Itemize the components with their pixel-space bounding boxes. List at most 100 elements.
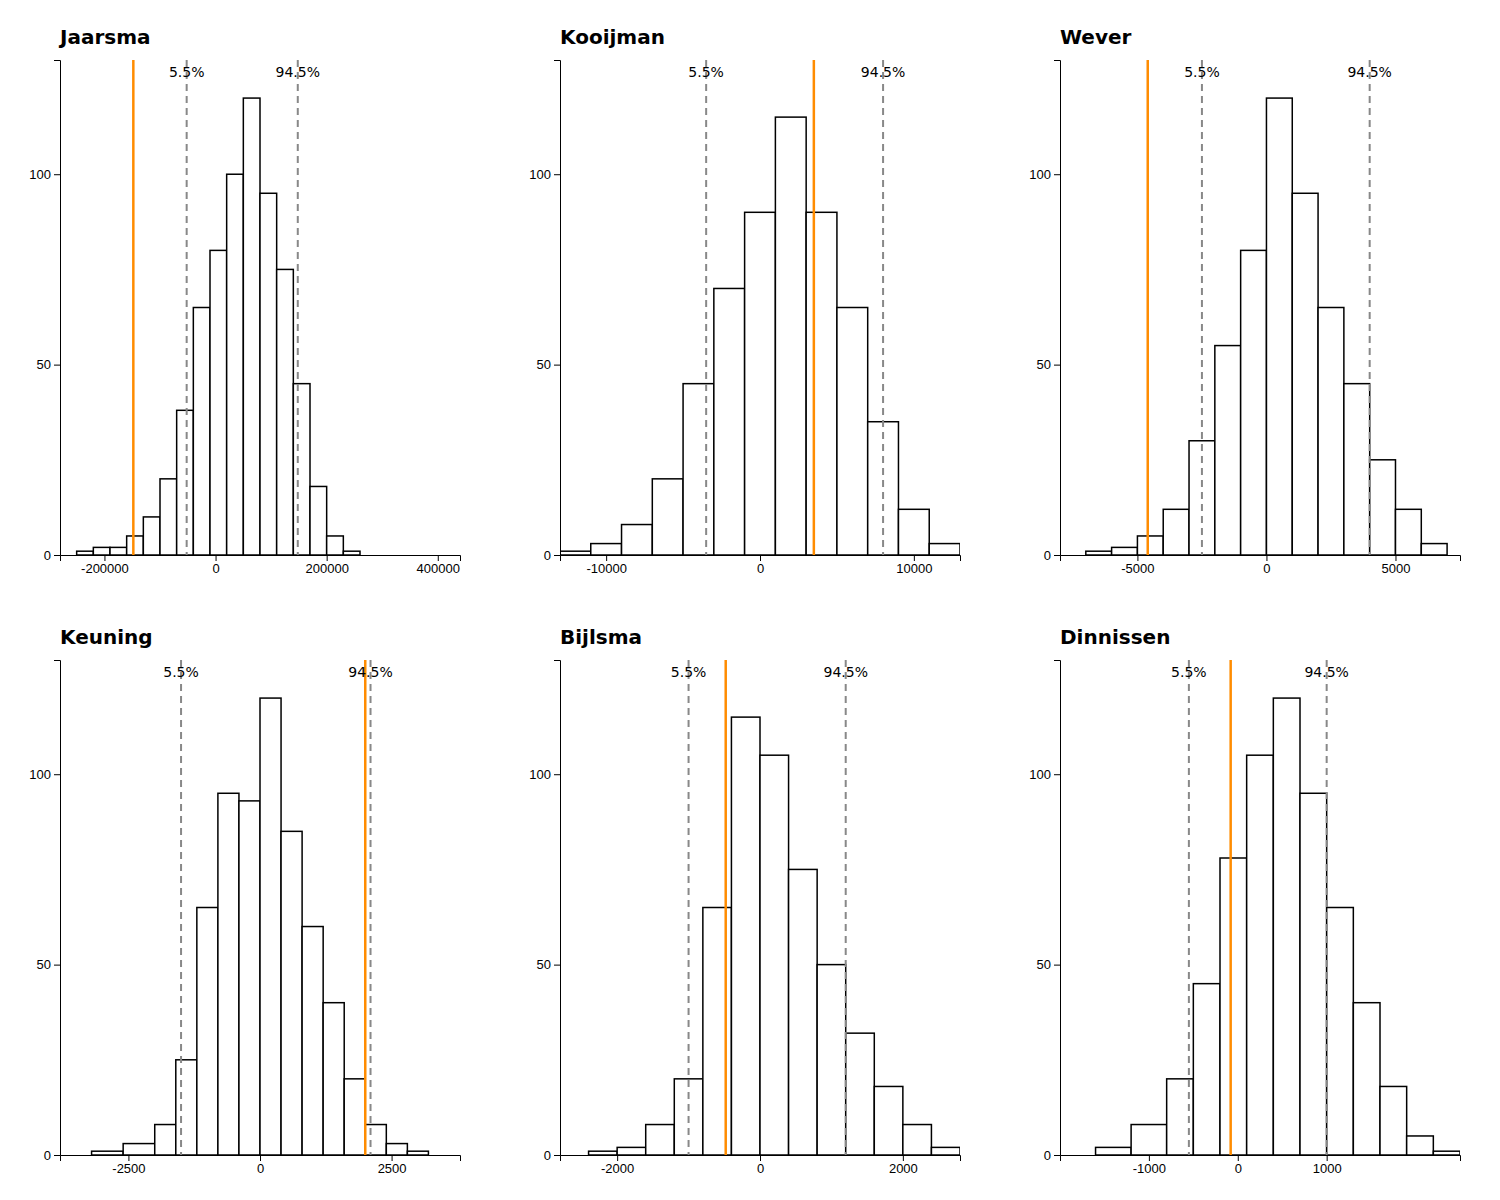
estimate-line [364, 660, 367, 1155]
histogram-bar [560, 1154, 589, 1155]
y-tick-mark [1054, 1155, 1060, 1156]
x-tick: -2500 [112, 1155, 145, 1176]
histogram-bar [1395, 509, 1421, 555]
y-tick-label: 0 [544, 548, 551, 563]
histogram-bar [310, 486, 327, 555]
histogram-bar [218, 793, 239, 1155]
y-tick-label: 50 [537, 357, 551, 372]
histogram-bar [197, 908, 218, 1156]
histogram-bar [646, 1125, 675, 1155]
y-tick: 0 [544, 548, 560, 563]
histogram-bar [806, 212, 837, 555]
x-tick: 2500 [378, 1155, 407, 1176]
histogram-bar [1112, 547, 1138, 555]
x-tick-mark [617, 1155, 618, 1161]
histogram-bar [302, 927, 323, 1155]
x-tick: 5000 [1382, 555, 1411, 576]
interval-line [1326, 660, 1328, 1155]
y-tick: 50 [537, 357, 560, 372]
interval-line [297, 60, 299, 555]
histogram-bar [589, 1151, 618, 1155]
histogram-bar [127, 536, 144, 555]
interval-line [705, 60, 707, 555]
histogram-bar [227, 174, 244, 555]
x-tick: 0 [1235, 1155, 1242, 1176]
estimate-line [724, 660, 727, 1155]
x-tick-label: -1000 [1133, 1161, 1166, 1176]
histogram-bar [123, 1144, 155, 1155]
y-tick-mark [1054, 965, 1060, 966]
y-axis-line [1054, 661, 1061, 1156]
y-tick: 0 [44, 1148, 60, 1163]
interval-line [370, 660, 372, 1155]
interval-line [186, 60, 188, 555]
x-axis-line [1061, 556, 1461, 562]
histogram-bar [243, 98, 260, 555]
histogram-bar [775, 117, 806, 555]
x-tick-mark [760, 1155, 761, 1161]
x-tick: 10000 [896, 555, 932, 576]
y-tick-mark [554, 1155, 560, 1156]
x-tick-mark [260, 1155, 261, 1161]
histogram-bar [591, 544, 622, 555]
histogram-bar [1220, 858, 1247, 1155]
histogram-bar [160, 479, 177, 555]
x-tick: -2000 [601, 1155, 634, 1176]
x-tick-mark [1149, 1155, 1150, 1161]
interval-label: 5.5% [1171, 664, 1207, 680]
histogram-bar [617, 1147, 646, 1155]
y-tick-label: 100 [29, 767, 51, 782]
histogram-bar [428, 1154, 449, 1155]
x-tick-label: 200000 [305, 561, 348, 576]
panel: -5000050000501005.5%94.5%Wever [1029, 25, 1460, 576]
histogram-bar [110, 547, 127, 555]
histogram-bar [77, 551, 94, 555]
x-tick-mark [216, 555, 217, 561]
x-tick-mark [903, 1155, 904, 1161]
y-tick-mark [1054, 774, 1060, 775]
y-tick-label: 100 [1029, 767, 1051, 782]
histogram-bar [60, 1154, 92, 1155]
histogram-bar [1318, 308, 1344, 556]
interval-label: 5.5% [1184, 64, 1220, 80]
x-axis: -250002500 [61, 1155, 461, 1176]
y-tick: 50 [1037, 357, 1060, 372]
x-tick: 1000 [1313, 1155, 1342, 1176]
histogram-bar [1407, 1136, 1434, 1155]
y-tick-label: 50 [1037, 957, 1051, 972]
y-tick: 50 [1037, 957, 1060, 972]
x-tick: 400000 [417, 555, 460, 576]
panel: -20000002000004000000501005.5%94.5%Jaars… [29, 25, 460, 576]
histogram-bar [846, 1033, 875, 1155]
y-tick: 0 [1044, 548, 1060, 563]
histogram-bar [1370, 460, 1396, 555]
x-tick-label: 2500 [378, 1161, 407, 1176]
estimate-line [1229, 660, 1232, 1155]
estimate-line [132, 60, 135, 555]
y-tick-mark [1054, 174, 1060, 175]
histogram-bar [929, 544, 960, 555]
histogram-bar [177, 410, 194, 555]
histogram-bar [1300, 793, 1327, 1155]
interval-line [180, 660, 182, 1155]
histogram-bar [874, 1086, 903, 1155]
interval-label: 94.5% [1347, 64, 1391, 80]
histogram-bar [1421, 544, 1447, 555]
plot-area [560, 60, 960, 555]
histogram-bar [1247, 755, 1274, 1155]
histogram-bar [407, 1151, 428, 1155]
histogram-bar [92, 1151, 124, 1155]
histogram-bar [837, 308, 868, 556]
x-axis: -10000010000 [561, 555, 961, 576]
histogram-bar [344, 1079, 365, 1155]
interval-line [688, 660, 690, 1155]
x-tick-label: 0 [1235, 1161, 1242, 1176]
y-axis-line [54, 661, 61, 1156]
y-tick-label: 100 [529, 767, 551, 782]
panel: -2000020000501005.5%94.5%Bijlsma [529, 625, 960, 1176]
interval-label: 94.5% [276, 64, 320, 80]
interval-label: 5.5% [688, 64, 724, 80]
y-axis: 050100 [29, 661, 60, 1163]
y-tick-mark [54, 174, 60, 175]
histogram-bar [683, 384, 714, 555]
